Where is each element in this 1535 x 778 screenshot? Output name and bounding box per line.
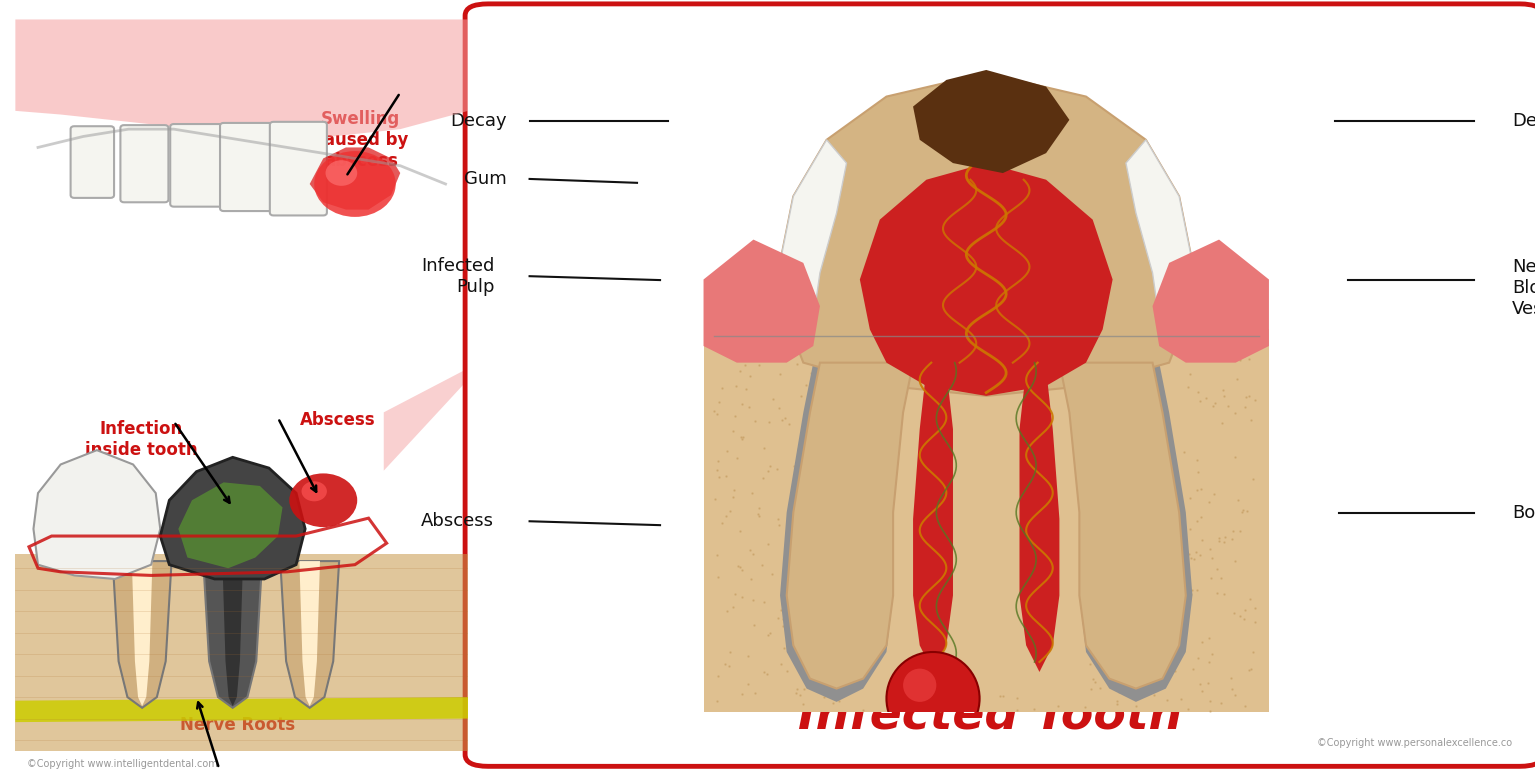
FancyBboxPatch shape (465, 4, 1535, 766)
FancyBboxPatch shape (120, 125, 169, 202)
Polygon shape (310, 148, 401, 209)
Polygon shape (203, 561, 262, 708)
Text: Nerves,
Blood
Vessels: Nerves, Blood Vessels (1512, 258, 1535, 317)
Circle shape (886, 652, 979, 745)
Text: Swelling
caused by
abscess: Swelling caused by abscess (313, 110, 408, 170)
Text: Infected Tooth: Infected Tooth (798, 693, 1182, 738)
Polygon shape (1059, 363, 1187, 689)
Text: Abscess: Abscess (299, 411, 376, 429)
Text: Abscess: Abscess (421, 512, 494, 531)
Polygon shape (384, 358, 488, 471)
Polygon shape (703, 240, 820, 363)
Text: Gum: Gum (464, 170, 507, 188)
Polygon shape (15, 19, 468, 136)
Text: Infected
Pulp: Infected Pulp (421, 257, 494, 296)
Polygon shape (34, 450, 160, 579)
FancyBboxPatch shape (71, 126, 114, 198)
Polygon shape (1127, 140, 1193, 320)
FancyBboxPatch shape (170, 124, 223, 207)
Polygon shape (1153, 240, 1269, 363)
Polygon shape (160, 457, 305, 579)
Polygon shape (112, 561, 172, 708)
Polygon shape (703, 329, 1269, 728)
Text: ©Copyright www.intelligentdental.com: ©Copyright www.intelligentdental.com (28, 759, 218, 769)
Polygon shape (860, 163, 1113, 396)
Text: ©Copyright www.personalexcellence.co: ©Copyright www.personalexcellence.co (1317, 738, 1512, 748)
Circle shape (301, 482, 327, 501)
Polygon shape (178, 482, 282, 568)
Circle shape (903, 668, 936, 702)
Text: Dentin: Dentin (1512, 111, 1535, 130)
Polygon shape (786, 363, 913, 689)
Text: Bone: Bone (1512, 504, 1535, 523)
Polygon shape (223, 561, 243, 706)
Polygon shape (15, 697, 468, 722)
Polygon shape (913, 370, 953, 672)
Circle shape (289, 473, 358, 527)
Polygon shape (1019, 370, 1059, 672)
Circle shape (325, 160, 358, 186)
Circle shape (315, 151, 396, 217)
Polygon shape (780, 73, 1193, 396)
FancyBboxPatch shape (220, 123, 273, 211)
FancyBboxPatch shape (270, 122, 327, 216)
Polygon shape (913, 70, 1070, 173)
Polygon shape (299, 561, 319, 706)
Polygon shape (132, 561, 152, 706)
Polygon shape (281, 561, 339, 708)
Text: Nerve Roots: Nerve Roots (181, 716, 295, 734)
Polygon shape (1059, 363, 1193, 702)
Text: Decay: Decay (450, 111, 507, 130)
Polygon shape (780, 140, 846, 320)
Polygon shape (780, 363, 913, 702)
Text: Infection
inside tooth: Infection inside tooth (84, 420, 198, 459)
Polygon shape (15, 554, 468, 751)
